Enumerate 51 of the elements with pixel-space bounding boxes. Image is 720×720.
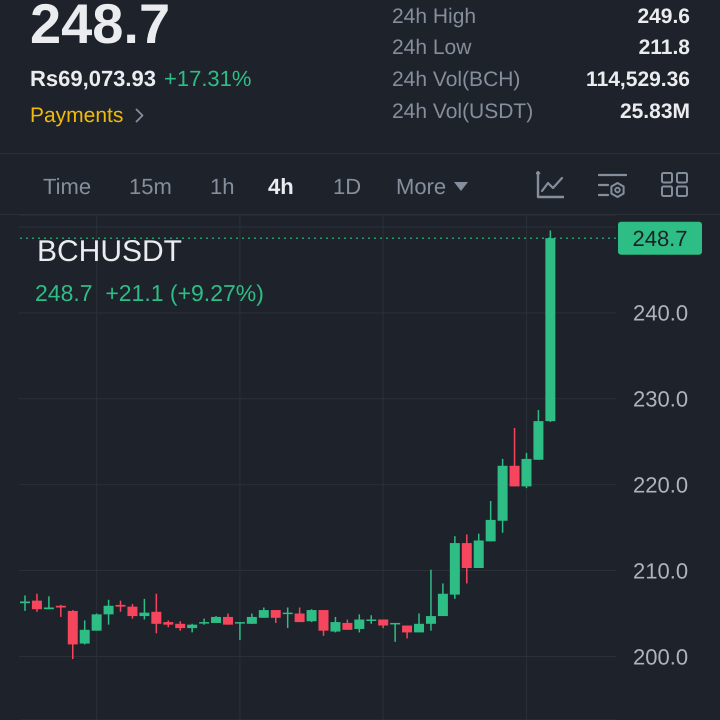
candlestick	[234, 621, 245, 641]
candlestick	[282, 606, 293, 629]
candlestick	[32, 593, 42, 613]
y-tick-label: 220.0	[633, 472, 688, 498]
text: Rs69,073.93	[30, 66, 156, 91]
text: 249.6	[637, 4, 690, 28]
candlestick	[354, 614, 364, 634]
candlestick	[426, 568, 436, 632]
text: BCHUSDT	[37, 234, 182, 268]
candlestick	[127, 603, 138, 620]
text: 24h Low	[392, 36, 472, 60]
text: 1D	[333, 174, 362, 198]
candlestick	[342, 618, 352, 631]
y-tick-label: 210.0	[633, 558, 688, 584]
text: 211.8	[638, 36, 690, 60]
y-tick-label: 200.0	[633, 644, 688, 670]
candlestick	[390, 622, 400, 643]
candlestick	[438, 582, 448, 617]
candlestick	[510, 427, 520, 488]
candlestick	[294, 606, 305, 623]
ref-line-label: 248.7	[632, 226, 688, 252]
candlestick	[402, 624, 412, 640]
candlestick	[306, 608, 317, 623]
candlestick	[270, 609, 281, 624]
text: Payments	[30, 104, 124, 127]
text: Time	[43, 174, 92, 198]
text: 4h	[268, 174, 294, 198]
text: 1h	[210, 174, 234, 198]
text: +17.31%	[164, 66, 252, 91]
text: 24h Vol(USDT)	[392, 100, 534, 123]
text: 15m	[129, 174, 172, 198]
candlestick	[330, 616, 340, 634]
text: 248.7 +21.1 (+9.27%)	[35, 280, 264, 306]
text: 24h High	[392, 4, 476, 28]
candlestick	[104, 599, 114, 626]
text: 25.83M	[620, 100, 690, 123]
candlestick	[246, 612, 257, 625]
candlestick	[318, 609, 328, 637]
candlestick	[92, 612, 102, 632]
candlestick	[486, 500, 496, 542]
text: More	[396, 174, 446, 198]
y-tick-label: 240.0	[633, 300, 688, 326]
candlestick	[258, 606, 269, 619]
candlestick	[80, 620, 90, 646]
candlestick	[139, 598, 150, 620]
candlestick	[151, 593, 162, 634]
text: 24h Vol(BCH)	[392, 68, 520, 91]
text: 114,529.36	[586, 68, 690, 91]
candlestick	[414, 612, 424, 634]
text: 248.7	[30, 0, 170, 55]
y-tick-label: 230.0	[633, 386, 688, 412]
